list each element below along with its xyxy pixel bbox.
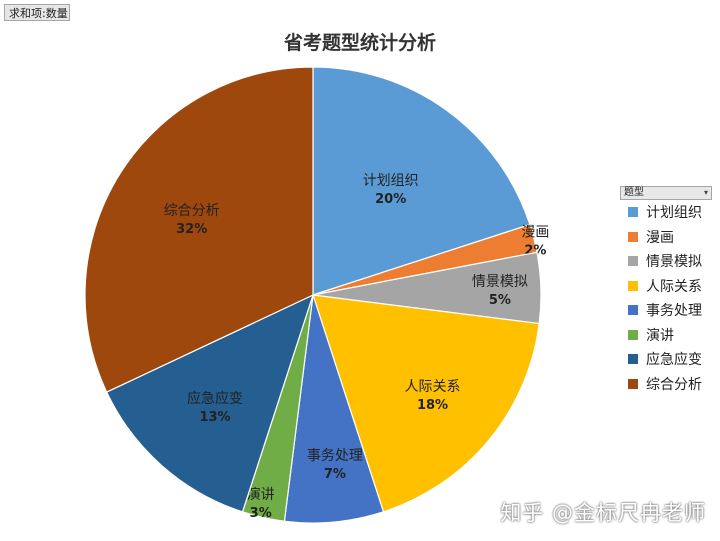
legend-swatch	[628, 256, 638, 267]
slice-percent-label: 5%	[489, 293, 511, 308]
legend-swatch	[628, 280, 638, 291]
watermark: 知乎 @金标尺冉老师	[500, 501, 706, 525]
pie-slice-8[interactable]	[84, 66, 314, 393]
legend-swatch	[628, 207, 638, 218]
legend-item[interactable]: 情景模拟	[620, 249, 716, 274]
legend-title: 题型	[624, 187, 644, 198]
legend-item[interactable]: 综合分析	[620, 372, 716, 397]
legend-label: 应急应变	[646, 352, 702, 369]
slice-category-label: 应急应变	[187, 390, 243, 407]
legend-label: 事务处理	[646, 303, 702, 320]
pie-slice-4[interactable]	[312, 294, 540, 513]
slice-category-label: 人际关系	[405, 379, 461, 395]
legend-label: 演讲	[646, 327, 674, 344]
legend-label: 情景模拟	[646, 254, 702, 271]
legend-item[interactable]: 计划组织	[620, 200, 716, 225]
legend-swatch	[628, 378, 638, 389]
slice-category-label: 演讲	[247, 487, 275, 503]
legend-swatch	[628, 329, 638, 340]
pie-slice-7[interactable]	[105, 293, 314, 513]
dropdown-arrow-icon[interactable]: ▾	[703, 188, 708, 197]
chart-legend: 题型 ▾ 计划组织漫画情景模拟人际关系事务处理演讲应急应变综合分析	[620, 186, 716, 396]
legend-item[interactable]: 事务处理	[620, 298, 716, 323]
legend-swatch	[628, 305, 638, 316]
slice-percent-label: 7%	[324, 467, 346, 482]
chart-title: 省考题型统计分析	[283, 32, 436, 54]
slice-percent-label: 20%	[375, 192, 406, 207]
legend-label: 计划组织	[646, 205, 702, 222]
legend-label: 人际关系	[646, 278, 702, 295]
slice-category-label: 综合分析	[164, 203, 220, 219]
legend-swatch	[628, 231, 638, 242]
legend-item[interactable]: 应急应变	[620, 347, 716, 372]
legend-item[interactable]: 漫画	[620, 225, 716, 250]
legend-item[interactable]: 人际关系	[620, 274, 716, 299]
legend-filter-dropdown[interactable]: 题型 ▾	[620, 186, 712, 200]
legend-label: 漫画	[646, 229, 674, 246]
pivot-field-button[interactable]: 求和项:数量	[4, 4, 70, 21]
slice-percent-label: 3%	[250, 506, 272, 521]
slice-category-label: 计划组织	[363, 173, 419, 189]
legend-swatch	[628, 354, 638, 365]
pie-slice-1[interactable]	[312, 66, 531, 296]
slice-percent-label: 13%	[199, 410, 230, 425]
slice-percent-label: 32%	[176, 222, 207, 237]
legend-label: 综合分析	[646, 376, 702, 393]
slice-percent-label: 18%	[417, 398, 448, 413]
slice-category-label: 漫画	[521, 224, 549, 240]
slice-category-label: 情景模拟	[472, 274, 528, 290]
slice-category-label: 事务处理	[307, 448, 363, 464]
legend-item[interactable]: 演讲	[620, 323, 716, 348]
